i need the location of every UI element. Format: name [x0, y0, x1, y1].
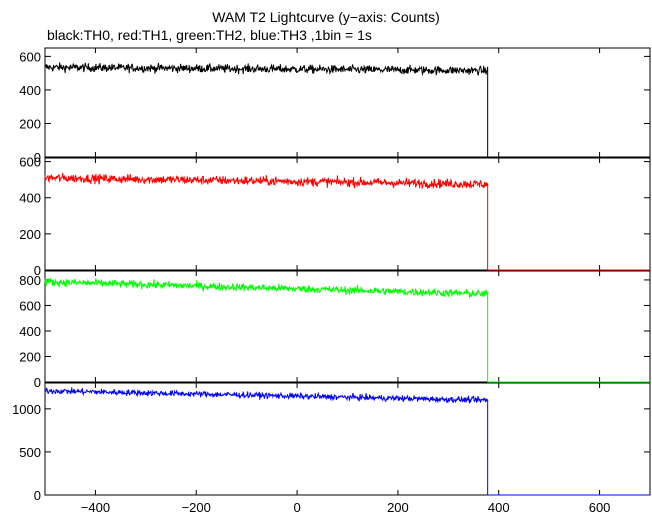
x-tick-label: 600 [589, 500, 611, 515]
series-th1 [44, 173, 650, 271]
chart-title: WAM T2 Lightcurve (y−axis: Counts) [212, 9, 440, 25]
y-tick-label-th2: 800 [19, 273, 41, 288]
y-tick-label-th3: 0 [34, 488, 41, 503]
y-tick-label-th1: 400 [19, 191, 41, 206]
y-tick-label-th0: 400 [19, 83, 41, 98]
y-tick-label-th1: 600 [19, 155, 41, 170]
y-tick-label-th0: 600 [19, 49, 41, 64]
y-tick-label-th1: 0 [34, 263, 41, 278]
y-tick-label-th1: 200 [19, 227, 41, 242]
panel-frame-th1 [44, 157, 651, 271]
panel-frame-th3 [44, 382, 651, 496]
y-tick-label-th3: 500 [19, 445, 41, 460]
x-tick-label: 400 [488, 500, 510, 515]
series-th3 [44, 387, 650, 496]
series-th0 [44, 62, 650, 158]
y-tick-label-th0: 0 [34, 150, 41, 165]
panel-frame-th0 [44, 47, 651, 158]
series-th2 [44, 278, 650, 383]
y-tick-label-th2: 0 [34, 375, 41, 390]
x-tick-label: −400 [81, 500, 110, 515]
chart-subtitle: black:TH0, red:TH1, green:TH2, blue:TH3 … [47, 27, 372, 43]
panel-frame-th2 [44, 270, 651, 383]
y-tick-label-th2: 200 [19, 349, 41, 364]
y-tick-label-th3: 1000 [12, 402, 41, 417]
x-tick-label: −200 [182, 500, 211, 515]
x-tick-label: 0 [293, 500, 300, 515]
y-tick-label-th2: 600 [19, 298, 41, 313]
x-tick-label: 200 [387, 500, 409, 515]
y-tick-label-th2: 400 [19, 324, 41, 339]
y-tick-label-th0: 200 [19, 116, 41, 131]
